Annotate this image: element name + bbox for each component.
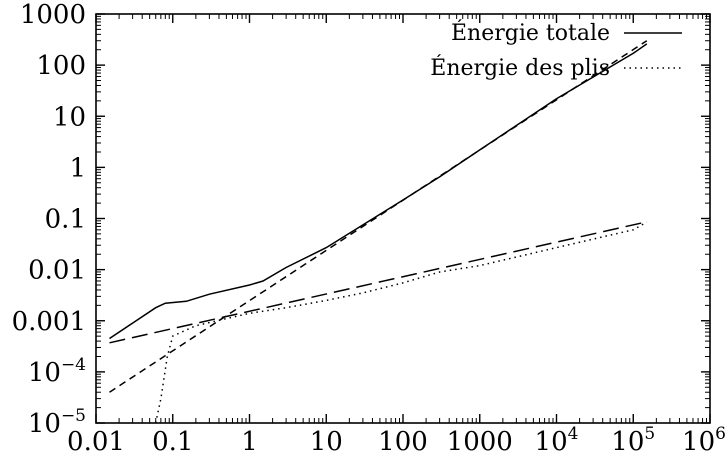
x-tick-label: 0.1 — [152, 427, 193, 457]
x-tick-label: 106 — [682, 424, 726, 457]
y-tick-label: 10−4 — [28, 355, 86, 388]
legend-label: Énergie des plis — [430, 54, 610, 81]
y-tick-label: 0.001 — [12, 307, 86, 337]
y-tick-label: 0.01 — [28, 256, 86, 286]
axis-ticks: 0.01 0.1 1 10 100 1000 104 105 106 10−5 10−4 0.001 0… — [12, 0, 726, 457]
x-tick-label: 100 — [378, 427, 428, 457]
series-line-fit-long-dash — [109, 221, 647, 344]
y-tick-label: 1000 — [20, 0, 86, 30]
y-tick-label: 1 — [69, 153, 86, 183]
series-line-dotted — [154, 221, 648, 424]
x-tick-label: 0.01 — [67, 427, 125, 457]
legend-label: Énergie totale — [451, 19, 610, 46]
series-group — [109, 40, 648, 424]
x-tick-label: 10 — [310, 427, 343, 457]
series-line-fit-short-dash — [109, 40, 648, 393]
y-tick-label: 0.1 — [45, 205, 86, 235]
x-tick-label: 1000 — [447, 427, 513, 457]
y-tick-label: 100 — [36, 51, 86, 81]
series-line-solid — [109, 43, 648, 340]
plot-frame — [95, 13, 711, 424]
x-tick-label: 1 — [241, 427, 258, 457]
x-tick-label: 104 — [535, 424, 579, 457]
y-tick-label: 10−5 — [28, 406, 86, 439]
plot-area — [95, 13, 711, 424]
y-tick-label: 10 — [53, 102, 86, 132]
x-tick-label: 105 — [611, 424, 655, 457]
legend: Énergie totale Énergie des plis — [430, 19, 682, 81]
